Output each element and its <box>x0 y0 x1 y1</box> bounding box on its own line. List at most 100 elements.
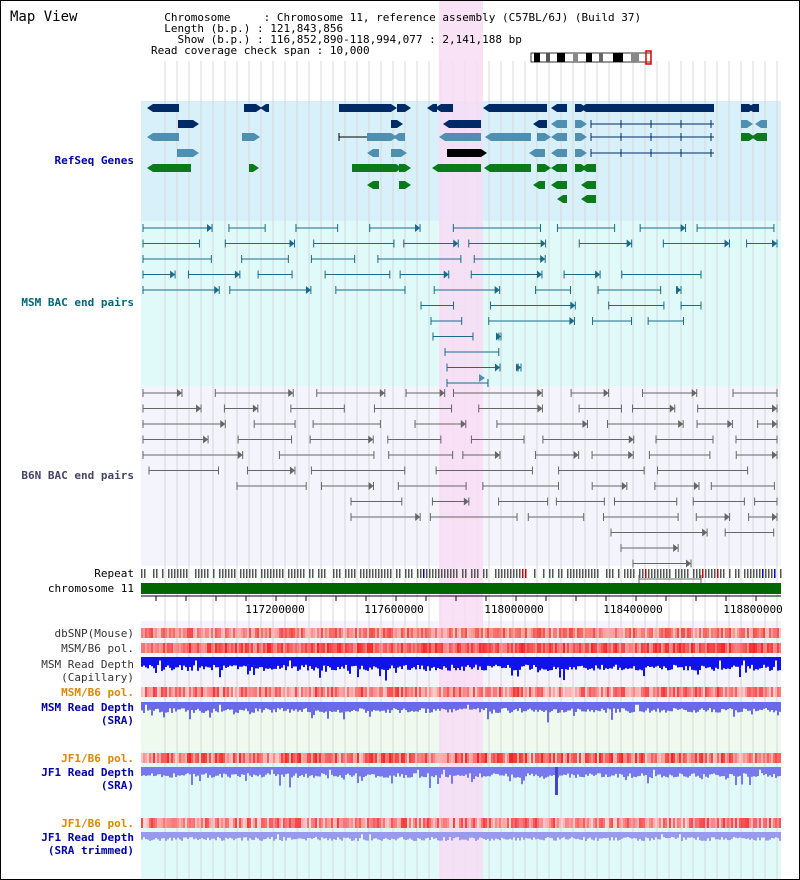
repeat-element <box>348 569 350 578</box>
depth-bar <box>293 657 295 667</box>
heat-cell <box>193 643 195 653</box>
depth-bar <box>167 832 169 840</box>
repeat-element <box>300 569 302 578</box>
heat-cell <box>393 753 395 763</box>
depth-bar <box>257 767 259 777</box>
depth-bar <box>281 832 283 841</box>
depth-bar <box>307 657 309 668</box>
depth-bar <box>233 657 235 666</box>
heat-cell <box>343 818 345 828</box>
depth-bar <box>623 702 625 709</box>
heat-cell <box>257 643 259 653</box>
repeat-element <box>687 569 689 578</box>
track-label-refseq[interactable]: RefSeq Genes <box>54 154 134 167</box>
heat-cell <box>647 818 649 828</box>
heat-cell <box>653 643 655 653</box>
gene-feature <box>399 133 405 141</box>
heat-cell <box>229 643 231 653</box>
heat-cell <box>517 818 519 828</box>
heat-cell <box>235 643 237 653</box>
depth-bar <box>655 657 657 667</box>
depth-bar <box>409 702 411 712</box>
depth-bar <box>697 767 699 776</box>
gene-feature <box>491 133 531 141</box>
heat-cell <box>181 818 183 828</box>
depth-bar <box>535 702 537 710</box>
heat-cell <box>229 818 231 828</box>
repeat-element <box>477 569 479 578</box>
depth-bar <box>711 832 713 838</box>
depth-bar <box>431 657 433 668</box>
depth-bar <box>455 767 457 776</box>
depth-spike <box>219 667 221 678</box>
heat-cell <box>301 643 303 653</box>
track-label-msm-bac[interactable]: MSM BAC end pairs <box>21 296 134 309</box>
heat-cell <box>771 753 773 763</box>
repeat-element <box>717 569 719 578</box>
heat-cell <box>505 687 507 697</box>
depth-bar <box>507 832 509 840</box>
heat-cell <box>191 628 193 638</box>
heat-cell <box>597 628 599 638</box>
heat-cell <box>683 643 685 653</box>
depth-bar <box>451 702 453 713</box>
heat-cell <box>323 753 325 763</box>
heat-cell <box>689 687 691 697</box>
depth-bar <box>559 832 561 840</box>
heat-cell <box>223 643 225 653</box>
heat-cell <box>445 818 447 828</box>
depth-bar <box>635 702 637 705</box>
depth-bar <box>763 767 765 776</box>
heat-cell <box>419 643 421 653</box>
heat-cell <box>651 687 653 697</box>
depth-bar <box>729 832 731 841</box>
track-label-dbsnp: dbSNP(Mouse) <box>54 627 134 640</box>
gene-arrow <box>580 104 586 112</box>
depth-bar <box>527 832 529 839</box>
repeat-element <box>708 569 710 578</box>
gene-feature <box>153 133 179 141</box>
heat-cell <box>245 753 247 763</box>
depth-bar <box>499 832 501 841</box>
depth-spike <box>559 670 561 678</box>
heat-cell <box>657 628 659 638</box>
heat-cell <box>675 643 677 653</box>
heat-cell <box>311 818 313 828</box>
heat-cell <box>417 687 419 697</box>
depth-spike <box>697 666 699 675</box>
heat-cell <box>479 643 481 653</box>
depth-bar <box>777 702 779 712</box>
repeat-element <box>201 569 203 578</box>
depth-bar <box>201 702 203 709</box>
heat-cell <box>217 628 219 638</box>
heat-cell <box>525 628 527 638</box>
heat-cell <box>751 643 753 653</box>
depth-bar <box>157 702 159 709</box>
gene-feature <box>391 120 397 128</box>
depth-bar <box>299 657 301 670</box>
depth-bar <box>249 657 251 671</box>
heat-cell <box>513 687 515 697</box>
heat-cell <box>777 643 779 653</box>
depth-bar <box>191 767 193 776</box>
heat-cell <box>167 628 169 638</box>
heat-cell <box>727 643 729 653</box>
heat-cell <box>491 643 493 653</box>
depth-bar <box>745 767 747 774</box>
depth-bar <box>489 832 491 841</box>
depth-bar <box>759 657 761 669</box>
heat-cell <box>777 687 779 697</box>
track-label-b6n-bac[interactable]: B6N BAC end pairs <box>21 469 134 482</box>
depth-bar <box>265 832 267 839</box>
gene-feature <box>557 164 567 172</box>
heat-cell <box>389 753 391 763</box>
depth-bar <box>763 832 765 838</box>
repeat-element <box>486 569 488 578</box>
heat-cell <box>673 753 675 763</box>
heat-cell <box>207 643 209 653</box>
depth-bar <box>757 832 759 838</box>
heat-cell <box>157 643 159 653</box>
heat-cell <box>647 628 649 638</box>
heat-cell <box>547 753 549 763</box>
repeat-element <box>675 569 677 578</box>
